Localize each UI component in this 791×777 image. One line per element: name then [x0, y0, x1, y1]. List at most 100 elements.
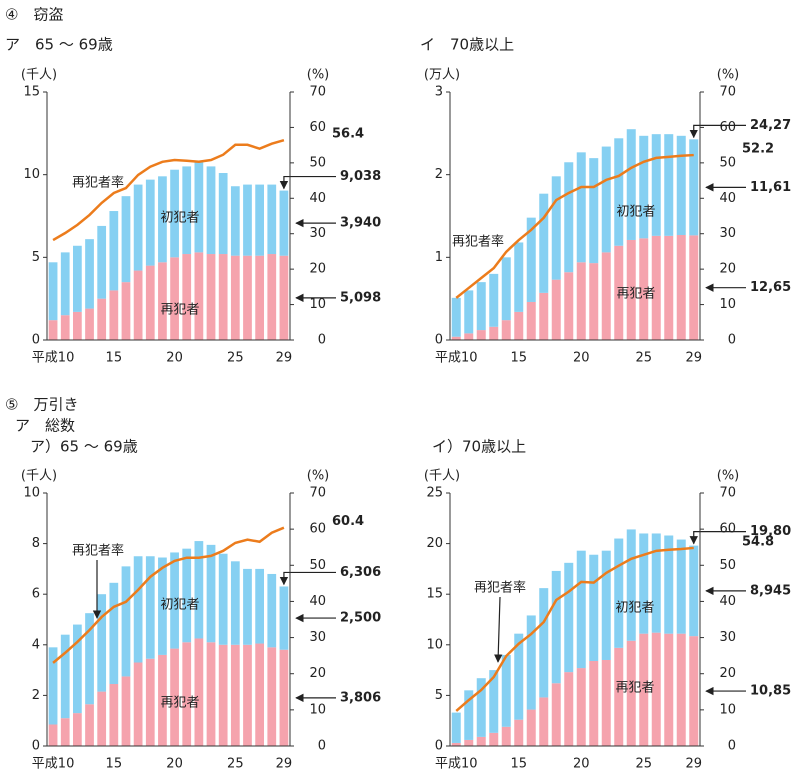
- bar-segment: [489, 732, 499, 746]
- bar-segment: [564, 272, 574, 340]
- y2-tick-label: 60: [719, 120, 736, 135]
- bar-segment: [476, 678, 486, 737]
- y-axis-label: (千人): [424, 469, 460, 484]
- label-arrow: [494, 596, 503, 663]
- bar-segment: [121, 566, 131, 677]
- bar-segment: [676, 539, 686, 634]
- bar-segment: [218, 254, 228, 340]
- y2-axis-label: (%): [717, 68, 740, 83]
- bar-segment: [551, 683, 561, 746]
- series-label: 再犯者率: [72, 543, 124, 559]
- value-label: 2,500: [340, 611, 381, 626]
- bar-segment: [464, 690, 474, 740]
- y2-tick-label: 50: [309, 558, 326, 573]
- y2-tick-label: 10: [719, 297, 736, 312]
- x-tick-label: 20: [573, 757, 590, 772]
- bar-segment: [170, 552, 179, 649]
- x-tick-label: 20: [166, 351, 183, 366]
- value-label: 11,613: [750, 180, 791, 195]
- line-end-label: 56.4: [332, 127, 364, 142]
- bar-segment: [576, 152, 586, 263]
- bar-segment: [664, 535, 674, 634]
- bar-segment: [243, 184, 252, 256]
- bar-segment: [230, 644, 240, 746]
- bar-segment: [243, 255, 252, 340]
- bar-segment: [501, 726, 511, 746]
- y2-tick-label: 40: [719, 594, 736, 609]
- y2-tick-label: 20: [719, 666, 736, 681]
- bar-segment: [601, 146, 611, 253]
- series-label: 再犯者: [160, 303, 199, 318]
- bar-segment: [182, 548, 192, 643]
- bar-segment: [60, 252, 70, 316]
- rate-line: [455, 153, 694, 299]
- y2-tick-label: 60: [309, 120, 326, 135]
- bar-segment: [170, 169, 179, 258]
- bar-segment: [689, 545, 699, 637]
- bar-segment: [614, 245, 624, 340]
- bar-segment: [145, 265, 155, 340]
- bar-segment: [230, 255, 240, 340]
- line-end-label: 52.2: [742, 142, 774, 157]
- bar-segment: [158, 557, 167, 655]
- series-label: 初犯者: [160, 211, 199, 226]
- section-title: ⑤ 万引き: [5, 396, 78, 414]
- y2-tick-label: 50: [719, 155, 736, 170]
- chart-title: イ 70歳以上: [420, 36, 514, 54]
- series-label: 再犯者: [616, 287, 655, 302]
- y-tick-label: 2: [435, 167, 443, 182]
- y2-tick-label: 60: [719, 522, 736, 537]
- bar-segment: [514, 311, 524, 340]
- y-tick-label: 15: [426, 587, 443, 602]
- x-tick-label: 29: [685, 757, 702, 772]
- bar-segment: [97, 225, 107, 299]
- bar-segment: [551, 279, 561, 340]
- bar-segment: [626, 129, 636, 240]
- bar-segment: [158, 654, 167, 746]
- y-tick-label: 8: [32, 536, 40, 551]
- bar-segment: [551, 176, 561, 280]
- bar-segment: [48, 647, 58, 725]
- y2-tick-label: 10: [309, 297, 326, 312]
- bar-segment: [121, 676, 131, 746]
- bar-segment: [97, 691, 107, 746]
- bar-segment: [267, 254, 277, 340]
- bar-segment: [451, 742, 461, 746]
- bar-segment: [589, 263, 599, 340]
- y-tick-label: 20: [426, 536, 443, 551]
- bar-segment: [194, 252, 204, 340]
- bar-segment: [145, 179, 155, 266]
- bar-segment: [514, 633, 524, 720]
- value-label: 3,806: [340, 690, 381, 705]
- y-tick-label: 0: [435, 739, 443, 754]
- bar-segment: [60, 315, 70, 340]
- chart-title: ア 65 ～ 69歳: [5, 36, 113, 54]
- bar-segment: [664, 235, 674, 340]
- y2-tick-label: 0: [318, 739, 326, 754]
- x-tick-label: 15: [510, 757, 527, 772]
- y2-tick-label: 0: [728, 739, 736, 754]
- bar-segment: [564, 162, 574, 273]
- x-tick-label: 29: [276, 757, 293, 772]
- series-label: 再犯者: [160, 696, 199, 711]
- x-tick-label: 20: [166, 757, 183, 772]
- total-arrow: [689, 531, 746, 545]
- bar-segment: [689, 235, 699, 340]
- bar-segment: [218, 553, 228, 645]
- bar-segment: [255, 255, 264, 340]
- bar-segment: [255, 568, 264, 644]
- bar-segment: [73, 624, 82, 714]
- bar-segment: [279, 190, 289, 256]
- bar-segment: [267, 647, 277, 746]
- bar-segment: [664, 633, 674, 746]
- bar-segment: [539, 193, 549, 293]
- bar-segment: [639, 533, 649, 634]
- bar-segment: [651, 235, 661, 340]
- y2-tick-label: 70: [719, 486, 736, 501]
- bar-segment: [85, 308, 94, 340]
- section-subtitle: ア 総数: [15, 417, 75, 435]
- bar-segment: [651, 632, 661, 746]
- y2-tick-label: 0: [728, 333, 736, 348]
- total-arrow: [279, 175, 336, 190]
